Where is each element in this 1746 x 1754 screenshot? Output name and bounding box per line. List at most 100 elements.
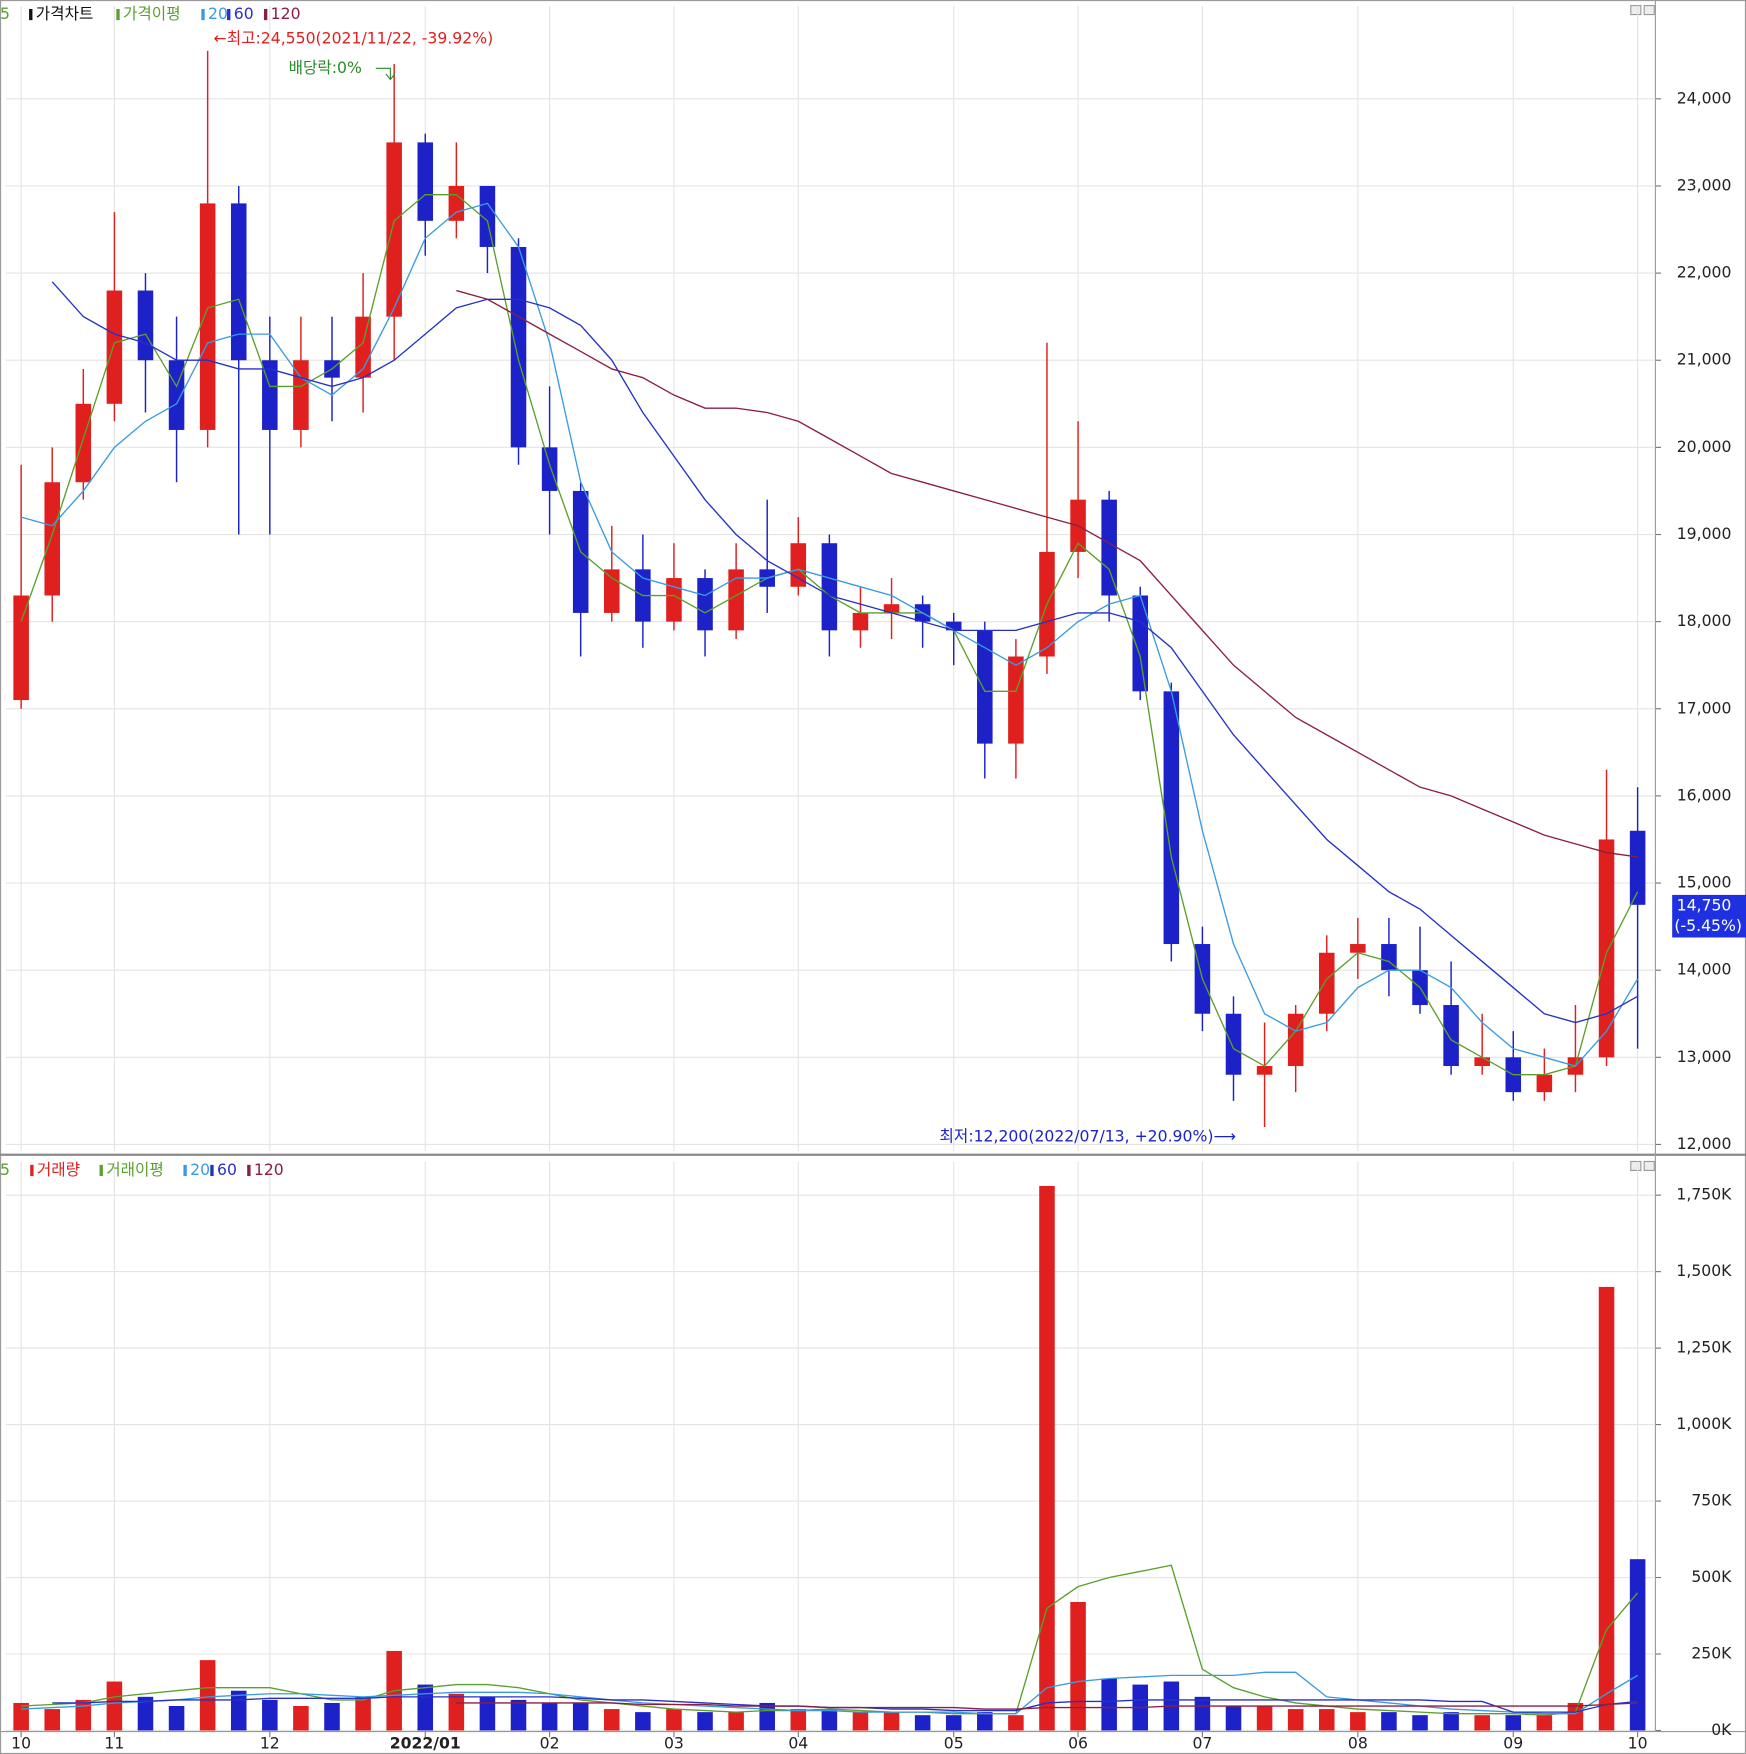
candle-body: [790, 543, 807, 587]
volume-bar: [604, 1709, 620, 1731]
volume-bar: [1287, 1709, 1304, 1731]
legend-swatch: [29, 8, 33, 21]
volume-bar: [293, 1706, 309, 1731]
y-tick-label: 12,000: [1677, 1134, 1732, 1153]
volume-bar: [1039, 1185, 1055, 1731]
last-change: (-5.45%): [1674, 916, 1742, 935]
x-tick-label: 08: [1348, 1733, 1368, 1752]
close-button[interactable]: [1643, 1160, 1655, 1172]
candle-body: [697, 578, 713, 631]
volume-bar: [1256, 1706, 1273, 1731]
candle-body: [1629, 830, 1646, 905]
volume-bar: [230, 1690, 247, 1731]
volume-bar: [510, 1699, 527, 1731]
last-price: 14,750: [1677, 896, 1732, 915]
candle-body: [1318, 952, 1335, 1014]
legend-item: 5: [0, 1160, 10, 1179]
last-price-tag: [1672, 894, 1746, 938]
candle-body: [541, 447, 558, 491]
candle-body: [728, 569, 744, 631]
volume-bar: [1350, 1712, 1366, 1731]
candle-body: [75, 403, 92, 483]
candle-body: [1225, 1013, 1242, 1075]
legend-item: 5: [0, 4, 10, 23]
y-tick-label: 21,000: [1677, 350, 1732, 369]
legend-swatch: [99, 1164, 103, 1177]
volume-bar: [1474, 1715, 1490, 1731]
legend-title: 가격차트: [36, 4, 94, 23]
panel-buttons[interactable]: [1630, 5, 1655, 1172]
volume-bar: [1536, 1715, 1553, 1731]
candle-body: [1598, 839, 1615, 1058]
volume-bar: [1567, 1702, 1584, 1731]
dividend-note: 배당락:0%: [289, 58, 362, 77]
candle-body: [821, 543, 838, 631]
candle-body: [417, 142, 434, 221]
x-tick-label: 12: [260, 1733, 280, 1752]
x-tick-label: 04: [788, 1733, 808, 1752]
candle-body: [1381, 944, 1397, 971]
volume-bar: [137, 1696, 154, 1731]
volume-bar: [355, 1696, 371, 1731]
candle-body: [1008, 656, 1024, 744]
volume-bar: [1194, 1696, 1211, 1731]
legend-item: 20: [190, 1160, 210, 1179]
volume-bar: [324, 1702, 340, 1731]
candle-body: [1256, 1066, 1273, 1075]
candle-body: [168, 360, 185, 430]
y-tick-label: 19,000: [1677, 524, 1732, 543]
candle-body: [13, 595, 29, 701]
y-tick-label: 22,000: [1677, 263, 1732, 282]
y-tick-label: 24,000: [1677, 88, 1732, 107]
candle-body: [1287, 1013, 1304, 1067]
legend-swatch: [247, 1164, 251, 1177]
y-tick-label: 1,750K: [1676, 1185, 1732, 1204]
high-note: ←최고:24,550(2021/11/22, -39.92%): [214, 29, 494, 48]
volume-bar: [1598, 1286, 1615, 1731]
x-tick-label: 05: [944, 1733, 964, 1752]
legend-ma-title: 가격이평: [123, 4, 181, 23]
volume-bar: [914, 1715, 931, 1731]
y-tick-label: 1,250K: [1676, 1338, 1732, 1357]
legend-item: 120: [254, 1160, 284, 1179]
legend-swatch: [183, 1164, 187, 1177]
candle-body: [386, 142, 402, 317]
candle-body: [106, 290, 123, 404]
x-tick-label: 10: [1628, 1733, 1648, 1752]
y-tick-label: 23,000: [1677, 175, 1732, 194]
legend-swatch: [201, 8, 205, 21]
y-tick-label: 15,000: [1677, 873, 1732, 892]
legend-swatch: [30, 1164, 34, 1177]
y-tick-label: 20,000: [1677, 437, 1732, 456]
candle-body: [883, 604, 900, 613]
ma-line: [456, 289, 1638, 858]
volume-bar: [479, 1696, 496, 1731]
volume-bar: [821, 1709, 838, 1731]
legend-title: 거래량: [37, 1160, 80, 1179]
dividend-arrow: [375, 67, 396, 81]
candle-body: [666, 578, 682, 622]
ma-line: [51, 281, 1638, 1024]
volume-bar: [635, 1712, 651, 1731]
close-button[interactable]: [1643, 5, 1655, 16]
volume-bar: [262, 1699, 278, 1731]
minimize-button[interactable]: [1630, 1160, 1642, 1172]
candle-body: [977, 630, 993, 744]
y-tick-label: 17,000: [1677, 698, 1732, 717]
volume-bar: [199, 1660, 216, 1731]
volume-bar: [417, 1684, 434, 1731]
minimize-button[interactable]: [1630, 5, 1642, 16]
candle-body: [448, 185, 465, 221]
ma-line: [21, 1671, 1638, 1715]
candle-body: [230, 203, 247, 361]
candle-body: [945, 621, 962, 631]
volume-bar: [1381, 1712, 1397, 1731]
volume-bar: [1101, 1678, 1117, 1731]
candle-body: [199, 203, 216, 430]
candle-body: [137, 290, 154, 361]
volume-bar: [1443, 1712, 1459, 1731]
legend-item: 60: [217, 1160, 237, 1179]
x-tick-label: 06: [1068, 1733, 1088, 1752]
